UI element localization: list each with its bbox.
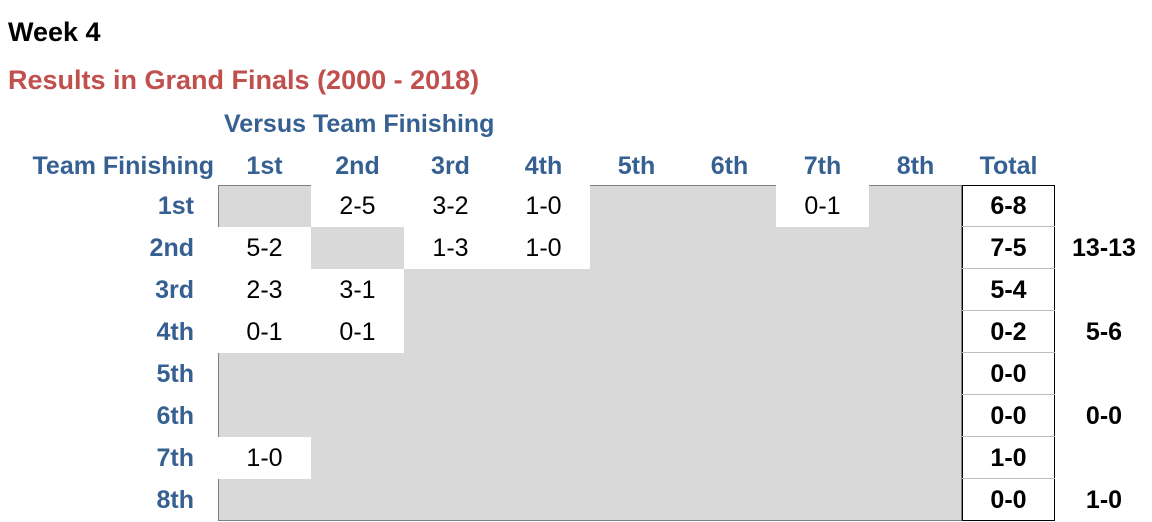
- result-cell: 1-0: [497, 227, 590, 269]
- row-total-cell: 0-2: [962, 311, 1055, 353]
- column-header-2nd: 2nd: [335, 152, 380, 180]
- row-label-8th: 8th: [156, 486, 195, 514]
- row-total-cell: 6-8: [962, 185, 1055, 227]
- row-label-5th: 5th: [156, 360, 195, 388]
- result-cell: 2-5: [311, 185, 404, 227]
- row-label-6th: 6th: [156, 402, 195, 430]
- row-total-cell: 0-0: [962, 353, 1055, 395]
- aggregate-total: 5-6: [1085, 318, 1123, 346]
- row-total-cell: 5-4: [962, 269, 1055, 311]
- versus-team-label: Versus Team Finishing: [224, 110, 495, 138]
- aggregate-total: 1-0: [1085, 486, 1123, 514]
- row-total-cell: 0-0: [990, 486, 1027, 514]
- row-total-cell: 7-5: [962, 227, 1055, 269]
- column-header-4th: 4th: [524, 152, 563, 180]
- team-finishing-label: Team Finishing: [32, 152, 215, 180]
- result-cell: 0-1: [776, 185, 869, 227]
- row-label-1st: 1st: [157, 192, 194, 220]
- column-header-5th: 5th: [617, 152, 656, 180]
- result-cell: 3-2: [404, 185, 497, 227]
- aggregate-total: 0-0: [1085, 402, 1123, 430]
- result-cell: 0-1: [218, 311, 311, 353]
- result-cell: 0-1: [311, 311, 404, 353]
- row-label-2nd: 2nd: [149, 234, 194, 262]
- total-column-header: Total: [979, 152, 1038, 180]
- row-label-4th: 4th: [156, 318, 195, 346]
- page-subtitle: Results in Grand Finals (2000 - 2018): [8, 65, 480, 95]
- result-cell: 5-2: [218, 227, 311, 269]
- results-grid: [218, 185, 962, 521]
- row-total-cell: 1-0: [962, 437, 1055, 479]
- row-label-3rd: 3rd: [155, 276, 194, 304]
- column-header-6th: 6th: [710, 152, 749, 180]
- total-column: [962, 185, 1055, 521]
- result-cell: 1-0: [218, 437, 311, 479]
- result-cell: 2-3: [218, 269, 311, 311]
- result-cell: 3-1: [311, 269, 404, 311]
- row-total-cell: 0-0: [962, 395, 1055, 437]
- aggregate-total: 13-13: [1072, 234, 1136, 262]
- week-title: Week 4: [8, 17, 101, 47]
- row-label-7th: 7th: [156, 444, 195, 472]
- column-header-1st: 1st: [246, 152, 283, 180]
- column-header-8th: 8th: [896, 152, 935, 180]
- column-header-3rd: 3rd: [431, 152, 470, 180]
- result-cell: 1-3: [404, 227, 497, 269]
- result-cell: 1-0: [497, 185, 590, 227]
- column-header-7th: 7th: [803, 152, 842, 180]
